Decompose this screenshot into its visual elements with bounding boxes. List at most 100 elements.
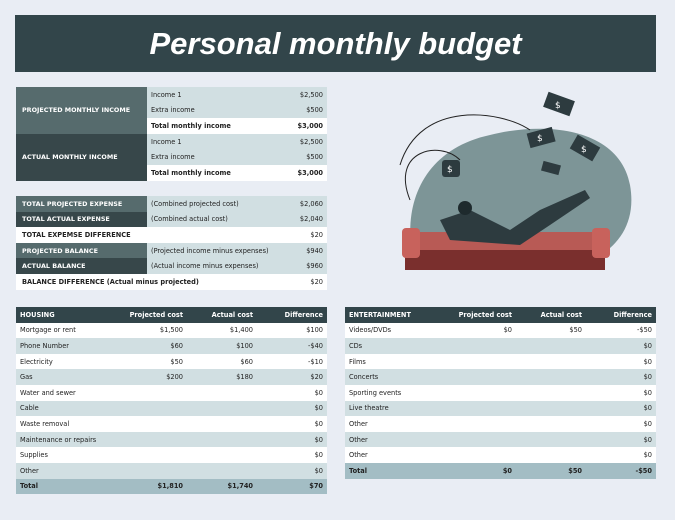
cell: Electricity — [16, 353, 117, 370]
table-row: Electricity $50 $60 -$10 — [16, 353, 327, 370]
row-label: Extra income — [147, 102, 278, 119]
illustration: $ $ $ $ — [399, 91, 632, 270]
swirl-line — [399, 114, 531, 166]
cell: Total — [345, 462, 446, 479]
row-label: Total monthly income — [147, 164, 278, 181]
cell: HOUSING — [16, 307, 117, 323]
cell: $60 — [117, 338, 187, 354]
cell — [117, 416, 187, 432]
table-row: Other $0 — [345, 447, 656, 463]
cell: $1,400 — [187, 322, 257, 339]
cell — [117, 431, 187, 448]
couch-base — [405, 250, 605, 270]
cell — [187, 384, 257, 401]
cell: Mortgage or rent — [16, 322, 117, 339]
table-row: Mortgage or rent $1,500 $1,400 $100 — [16, 322, 327, 339]
cell: Other — [345, 416, 446, 432]
row-value: $3,000 — [277, 164, 327, 181]
table-row: Cable $0 — [16, 400, 327, 417]
cell: $180 — [187, 369, 257, 385]
couch-arm — [402, 228, 420, 258]
cell: $1,500 — [117, 322, 187, 339]
cell: Difference — [586, 307, 656, 323]
summary-value: $20 — [291, 273, 327, 290]
cell — [117, 384, 187, 401]
cell — [516, 369, 586, 385]
cell: Projected cost — [446, 307, 516, 323]
summary-value: $2,040 — [291, 211, 327, 228]
cell — [516, 400, 586, 417]
table-row: Concerts $0 — [345, 369, 656, 385]
row-value: $3,000 — [277, 118, 327, 134]
summary-table: TOTAL PROJECTED EXPENSE (Combined project… — [16, 196, 327, 290]
summary-label: ACTUAL BALANCE — [16, 258, 147, 274]
cell: $60 — [187, 353, 257, 370]
cell: Gas — [16, 369, 117, 385]
cell — [187, 431, 257, 448]
summary-value: $20 — [291, 227, 327, 243]
cell — [446, 416, 516, 432]
row-label: Extra income — [147, 149, 278, 165]
row-label: Total monthly income — [147, 118, 278, 134]
cell: $200 — [117, 369, 187, 385]
row-label: Income 1 — [147, 133, 278, 150]
svg-text:$: $ — [581, 145, 587, 155]
person — [440, 190, 590, 245]
summary-note: (Projected income minus expenses) — [147, 242, 292, 259]
cell — [117, 462, 187, 479]
cell: $0 — [257, 447, 327, 463]
housing-table: HOUSING Projected cost Actual cost Differen… — [16, 307, 327, 495]
cell: $70 — [257, 478, 327, 495]
cell: $0 — [257, 400, 327, 417]
cell — [446, 353, 516, 370]
table-row: Films $0 — [345, 353, 656, 370]
cell: Difference — [257, 307, 327, 323]
cell — [516, 431, 586, 448]
cell: $0 — [586, 353, 656, 370]
table-row: Supplies $0 — [16, 447, 327, 463]
summary-value: $960 — [291, 258, 327, 274]
cell: $100 — [257, 322, 327, 339]
svg-text:$: $ — [537, 134, 543, 144]
table-row: Other $0 — [345, 431, 656, 448]
swirl-line — [404, 149, 461, 201]
cell: Actual cost — [516, 307, 586, 323]
summary-note: (Actual income minus expenses) — [147, 258, 292, 274]
cell: Films — [345, 353, 446, 370]
income-table: PROJECTED MONTHLY INCOME Income 1 $2,500 … — [16, 87, 327, 181]
cell — [516, 416, 586, 432]
cell — [516, 447, 586, 463]
actual-income-label: ACTUAL MONTHLY INCOME — [16, 133, 147, 181]
table-row: CDs $0 — [345, 338, 656, 354]
cell: $0 — [446, 462, 516, 479]
cell: Videos/DVDs — [345, 322, 446, 339]
page-title: Personal monthly budget — [15, 15, 656, 72]
summary-label: TOTAL ACTUAL EXPENSE — [16, 211, 147, 228]
table-row: Total $0 $50 -$50 — [345, 462, 656, 479]
cell — [516, 338, 586, 354]
person-head — [458, 201, 472, 215]
row-label: Income 1 — [147, 87, 278, 103]
cell: -$10 — [257, 353, 327, 370]
cell — [446, 447, 516, 463]
cell: $0 — [257, 416, 327, 432]
cell: $0 — [586, 431, 656, 448]
table-row: Sporting events $0 — [345, 384, 656, 401]
cell: Cable — [16, 400, 117, 417]
row-value: $500 — [277, 102, 327, 119]
cell: Waste removal — [16, 416, 117, 432]
summary-value: $940 — [291, 242, 327, 259]
cell: $0 — [586, 338, 656, 354]
table-row: Maintenance or repairs $0 — [16, 431, 327, 448]
cell: CDs — [345, 338, 446, 354]
cell: $0 — [257, 431, 327, 448]
cell: Other — [16, 462, 117, 479]
cell: Water and sewer — [16, 384, 117, 401]
cell — [187, 462, 257, 479]
cell: Projected cost — [117, 307, 187, 323]
cell — [117, 400, 187, 417]
entertainment-table: ENTERTAINMENT Projected cost Actual cost Di… — [345, 307, 656, 479]
cell: ENTERTAINMENT — [345, 307, 446, 323]
projected-income-label: PROJECTED MONTHLY INCOME — [16, 87, 147, 134]
cell — [446, 400, 516, 417]
